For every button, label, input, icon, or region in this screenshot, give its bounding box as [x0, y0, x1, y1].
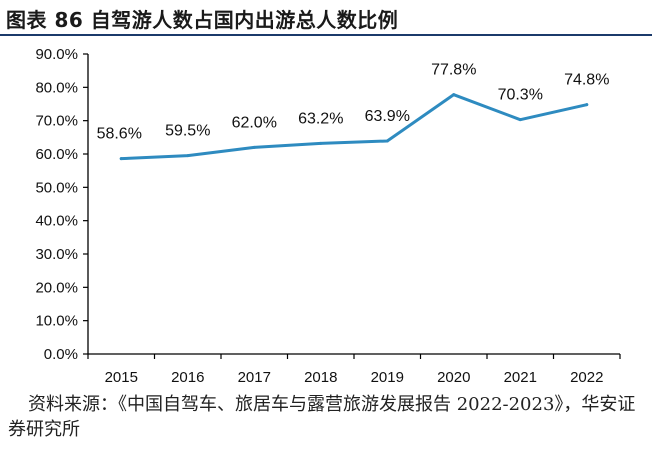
x-tick-label: 2022	[570, 369, 603, 386]
data-point	[319, 141, 323, 145]
title-divider	[0, 34, 652, 36]
y-tick-label: 90.0%	[35, 46, 78, 63]
data-label: 74.8%	[564, 72, 609, 89]
x-tick-label: 2017	[238, 369, 271, 386]
line-chart: 0.0% 10.0% 20.0% 30.0% 40.0% 50.0% 60.0% 70.0% 8…	[35, 46, 621, 386]
data-label: 62.0%	[232, 114, 277, 131]
y-tick-label: 10.0%	[35, 313, 78, 330]
x-tick-label: 2020	[437, 369, 470, 386]
chart-title: 图表 86 自驾游人数占国内出游总人数比例	[6, 8, 399, 32]
data-point	[119, 157, 123, 161]
y-tick-label: 80.0%	[35, 79, 78, 96]
data-label: 77.8%	[431, 62, 476, 79]
series-line	[119, 93, 589, 161]
data-point	[252, 145, 256, 149]
data-label: 63.9%	[365, 108, 410, 125]
data-label: 63.2%	[298, 110, 343, 127]
y-tick-label: 0.0%	[44, 346, 78, 363]
x-tick-label: 2019	[371, 369, 404, 386]
data-label: 70.3%	[498, 87, 543, 104]
x-tick-label: 2016	[171, 369, 204, 386]
x-tick-label: 2021	[504, 369, 537, 386]
data-point	[385, 139, 389, 143]
y-tick-label: 40.0%	[35, 213, 78, 230]
source-note: 资料来源：《中国自驾车、旅居车与露营旅游发展报告 2022-2023》，华安证券…	[8, 392, 644, 442]
data-label: 59.5%	[165, 123, 210, 140]
data-label: 58.6%	[97, 126, 142, 143]
source-text: 资料来源：《中国自驾车、旅居车与露营旅游发展报告 2022-2023》，华安证券…	[8, 394, 636, 440]
y-tick-label: 30.0%	[35, 246, 78, 263]
x-tick-label: 2015	[105, 369, 138, 386]
data-point	[585, 103, 589, 107]
data-point	[518, 118, 522, 122]
data-point	[186, 154, 190, 158]
data-point	[452, 93, 456, 97]
y-tick-label: 70.0%	[35, 113, 78, 130]
y-tick-label: 20.0%	[35, 279, 78, 296]
y-tick-label: 50.0%	[35, 179, 78, 196]
x-tick-label: 2018	[304, 369, 337, 386]
y-tick-label: 60.0%	[35, 146, 78, 163]
